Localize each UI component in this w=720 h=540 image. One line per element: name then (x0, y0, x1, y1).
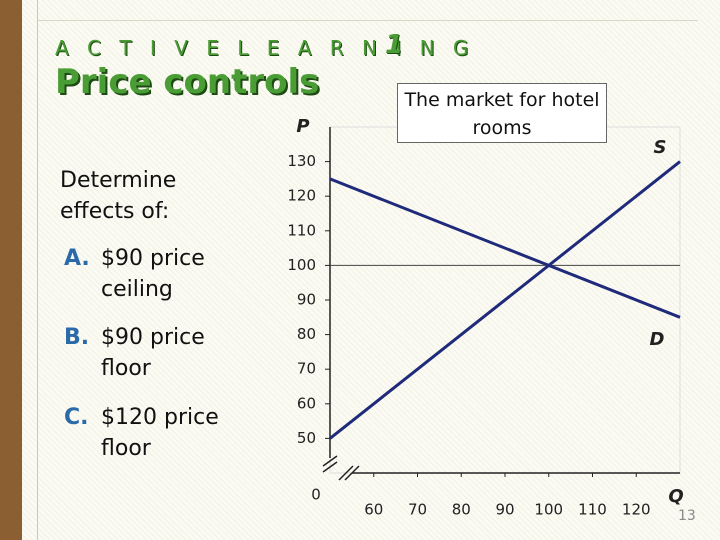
y-tick-label: 50 (297, 429, 316, 447)
series-line (329, 177, 681, 319)
kicker-number: 1 (385, 30, 404, 60)
divider (37, 0, 38, 540)
y-tick-label: 120 (287, 187, 316, 205)
item: B. $90 price floor (64, 322, 244, 384)
y-tick-label: 80 (297, 325, 316, 343)
chart-title: The market for hotel rooms (397, 83, 607, 143)
page-number: 13 (678, 508, 696, 524)
divider (38, 20, 698, 21)
origin-label: 0 (311, 486, 321, 504)
side-bar (0, 0, 22, 540)
axis-break (344, 465, 360, 481)
axis-break (338, 465, 354, 481)
item: C. $120 price floor (64, 402, 244, 464)
y-tick-label: 70 (297, 360, 316, 378)
axis-break (322, 461, 338, 473)
item-letter: B. (64, 325, 90, 350)
series-label: S (654, 137, 667, 158)
x-tick-label: 120 (622, 501, 651, 519)
x-tick-label: 110 (578, 501, 607, 519)
prompt: Determine effects of: (60, 168, 177, 224)
x-tick-label: 90 (495, 501, 514, 519)
axis-break (322, 455, 338, 467)
y-tick-label: 130 (287, 152, 316, 170)
item-text: $90 price ceiling (101, 246, 205, 302)
y-tick-label: 90 (297, 291, 316, 309)
x-tick-label: 70 (408, 501, 427, 519)
series-line (329, 160, 681, 440)
x-tick-label: 80 (452, 501, 471, 519)
slide-title: Price controls (55, 62, 320, 102)
item-text: $120 price floor (101, 405, 219, 461)
y-axis-label: P (296, 116, 309, 137)
x-tick-label: 100 (534, 501, 563, 519)
y-tick-label: 110 (287, 221, 316, 239)
x-tick-label: 60 (364, 501, 383, 519)
kicker: A C T I V E L E A R N I N G (55, 36, 475, 60)
item-letter: A. (64, 246, 90, 271)
y-tick-label: 100 (287, 256, 316, 274)
series-label: D (650, 329, 665, 350)
x-axis-label: Q (668, 486, 683, 507)
item-letter: C. (64, 405, 89, 430)
y-tick-label: 60 (297, 394, 316, 412)
item-text: $90 price floor (101, 325, 205, 381)
item: A. $90 price ceiling (64, 243, 244, 305)
